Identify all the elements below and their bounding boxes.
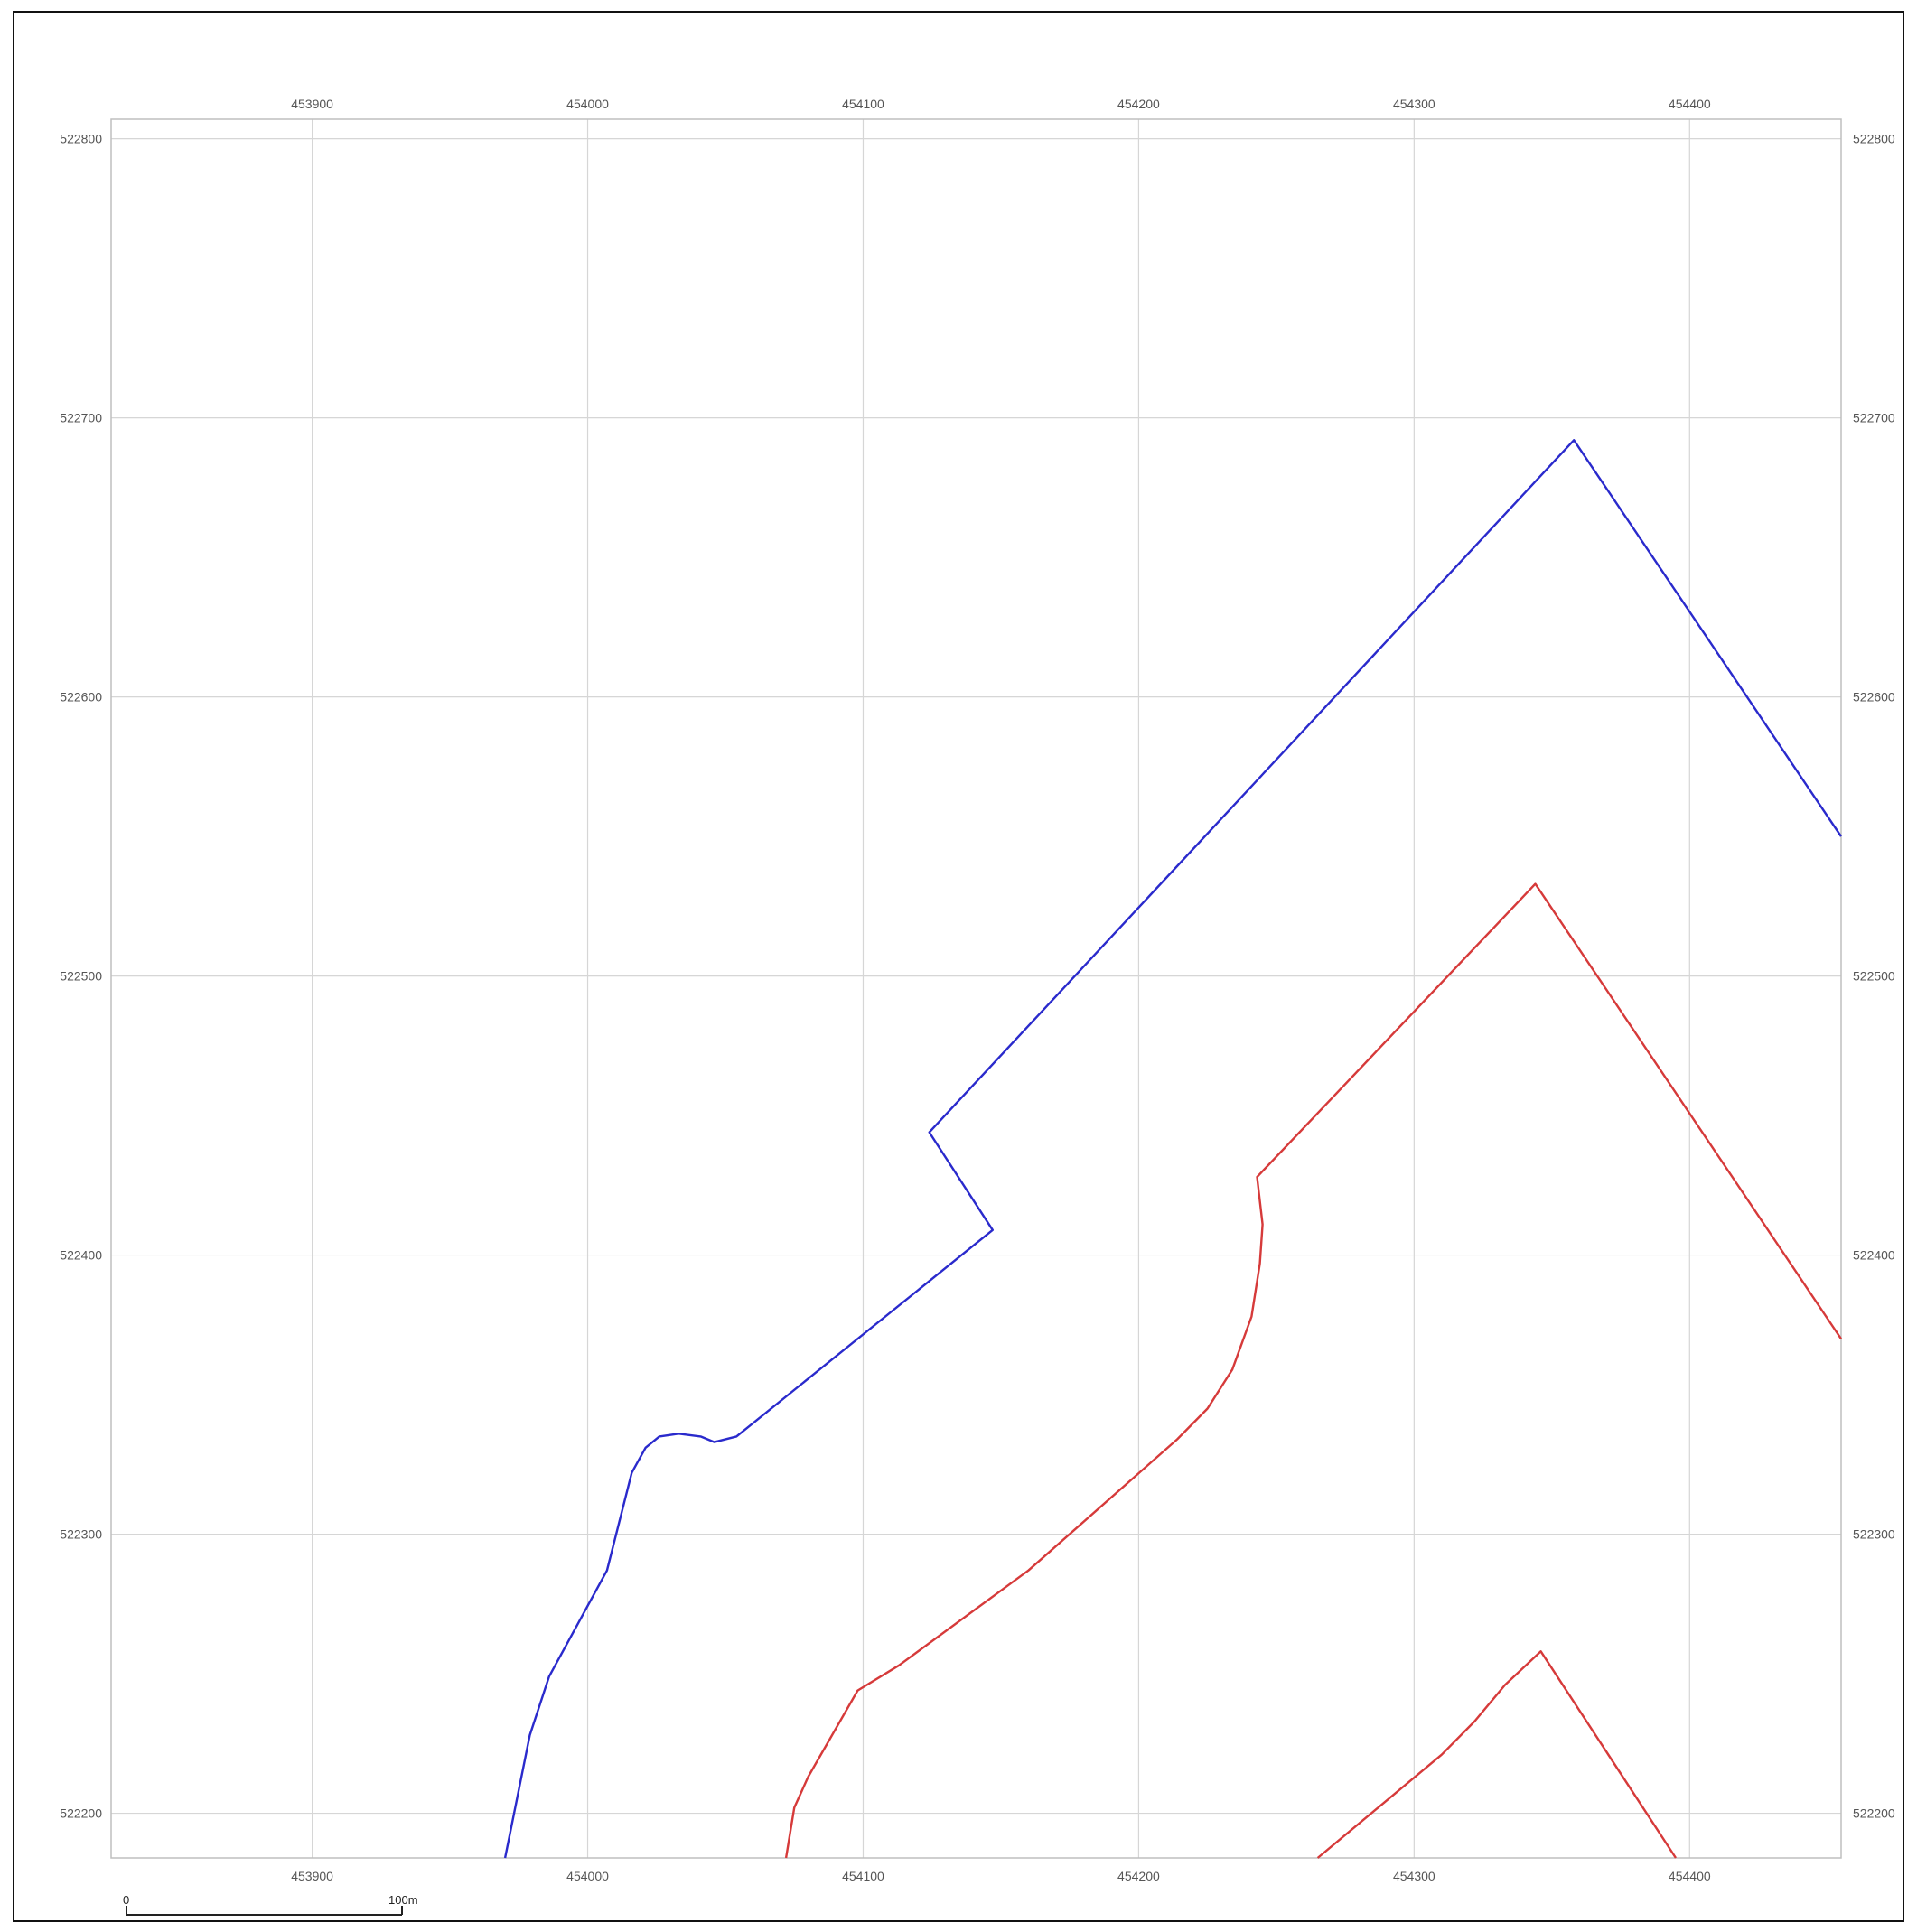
plot-border [110,118,1842,1859]
x-tick-label-bottom-454400: 454400 [1669,1869,1711,1883]
y-tick-label-left-522400: 522400 [60,1248,102,1263]
red-boundary-2-line [1316,1650,1678,1859]
y-tick-label-right-522800: 522800 [1853,132,1895,146]
y-tick-label-left-522800: 522800 [60,132,102,146]
scale-bar: 0 100m [123,1893,418,1916]
x-tick-label-top-453900: 453900 [291,97,333,111]
y-tick-label-left-522600: 522600 [60,690,102,705]
boundary-lines [503,439,1842,1859]
y-tick-label-left-522300: 522300 [60,1527,102,1542]
y-tick-label-left-522200: 522200 [60,1806,102,1821]
y-tick-label-right-522700: 522700 [1853,411,1895,425]
x-tick-label-bottom-454300: 454300 [1393,1869,1435,1883]
y-tick-label-left-522500: 522500 [60,969,102,984]
x-tick-label-top-454000: 454000 [566,97,609,111]
y-tick-label-right-522400: 522400 [1853,1248,1895,1263]
y-tick-label-right-522500: 522500 [1853,969,1895,984]
y-tick-label-right-522600: 522600 [1853,690,1895,705]
y-tick-label-left-522700: 522700 [60,411,102,425]
x-tick-label-bottom-454100: 454100 [842,1869,884,1883]
scale-bar-start-label: 0 [123,1893,129,1907]
coordinate-labels: 453900 453900 454000 454000 454100 454100 4542… [60,97,1895,1883]
map-canvas[interactable]: 453900 453900 454000 454000 454100 454100 4542… [14,13,1906,1924]
blue-boundary-line [503,439,1842,1859]
y-tick-label-right-522200: 522200 [1853,1806,1895,1821]
x-tick-label-top-454400: 454400 [1669,97,1711,111]
x-tick-label-top-454300: 454300 [1393,97,1435,111]
x-tick-label-bottom-453900: 453900 [291,1869,333,1883]
scale-bar-end-label: 100m [388,1893,418,1907]
y-tick-label-right-522300: 522300 [1853,1527,1895,1542]
x-tick-label-top-454200: 454200 [1117,97,1160,111]
red-boundary-1-line [784,882,1842,1859]
x-tick-label-top-454100: 454100 [842,97,884,111]
x-tick-label-bottom-454200: 454200 [1117,1869,1160,1883]
map-frame: 453900 453900 454000 454000 454100 454100 4542… [13,11,1904,1922]
x-tick-label-bottom-454000: 454000 [566,1869,609,1883]
grid-layer [111,119,1841,1858]
